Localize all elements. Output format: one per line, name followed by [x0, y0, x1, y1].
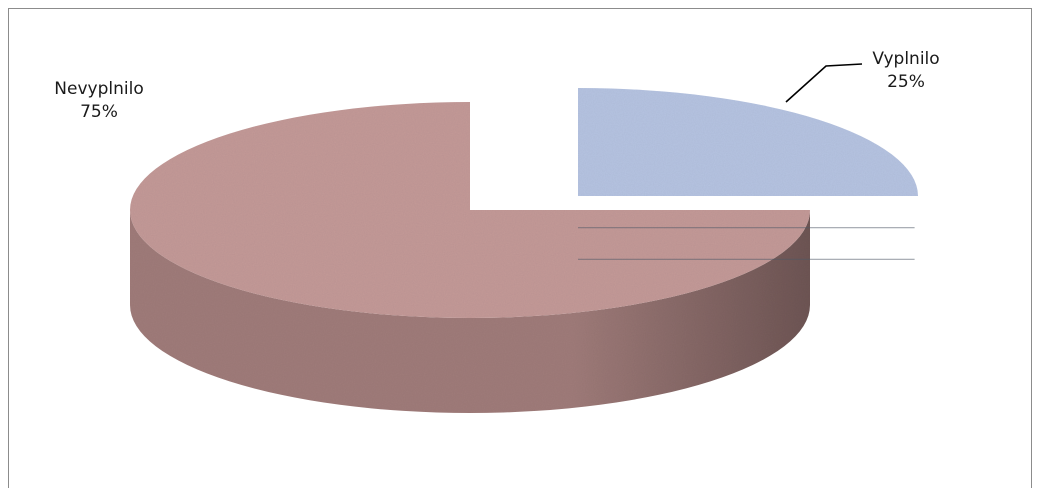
pie-slice-vyplnilo [578, 88, 918, 196]
label-nevyplnilo-percent: 75% [80, 102, 118, 122]
label-vyplnilo-name: Vyplnilo [872, 49, 940, 69]
label-nevyplnilo: Nevyplnilo 75% [38, 78, 160, 124]
vyplnilo-side-band [578, 227, 915, 260]
leader-line-vyplnilo [785, 63, 863, 103]
pie-slice-nevyplnilo-side [130, 210, 810, 413]
label-nevyplnilo-name: Nevyplnilo [54, 79, 144, 99]
pie-slice-nevyplnilo-top [130, 102, 810, 318]
label-vyplnilo: Vyplnilo 25% [858, 48, 954, 94]
pie-slice-vyplnilo-top [578, 88, 918, 196]
pie-slice-nevyplnilo [130, 102, 810, 413]
label-vyplnilo-percent: 25% [887, 72, 925, 92]
